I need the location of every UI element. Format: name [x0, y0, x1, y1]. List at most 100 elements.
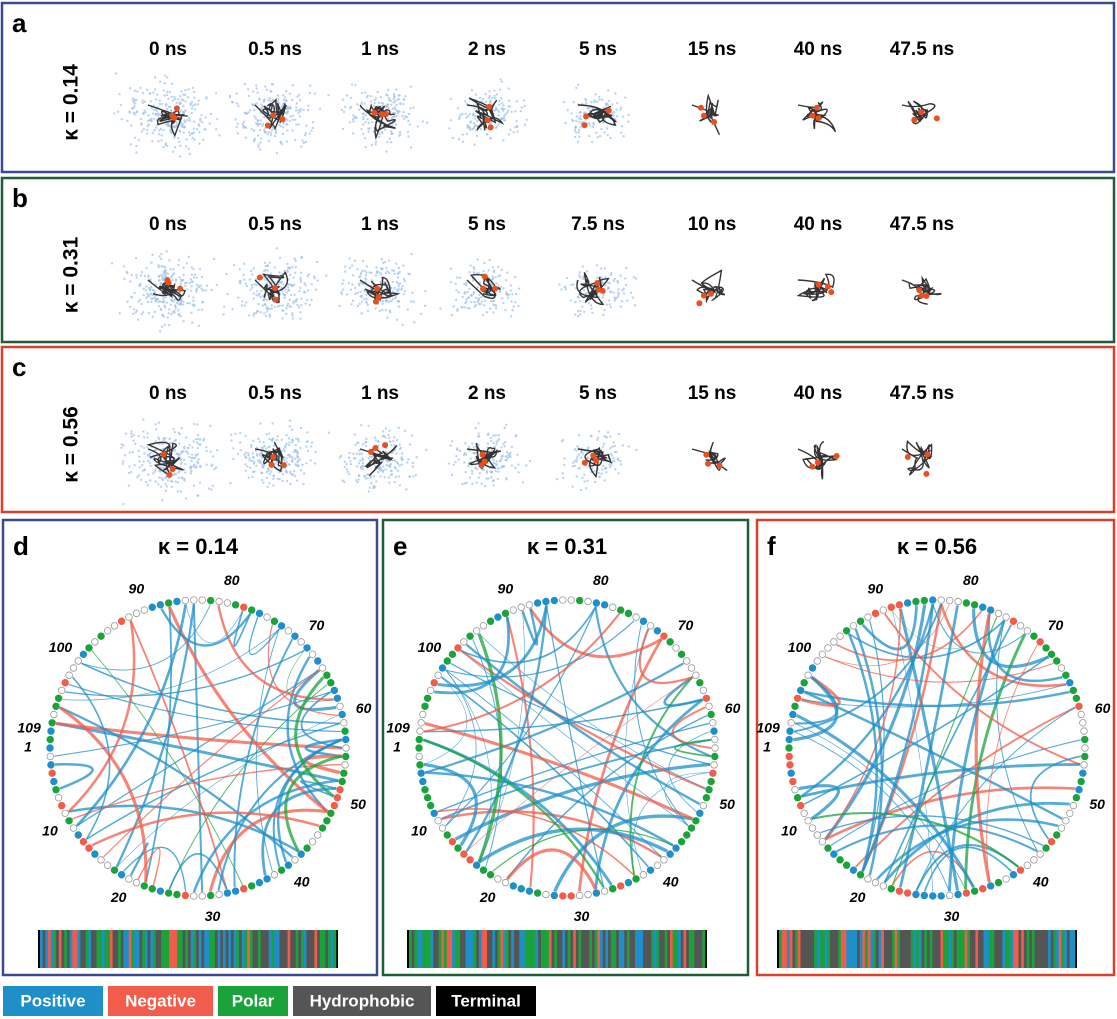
- residue-node: [304, 845, 311, 852]
- sequence-bar: [449, 930, 452, 968]
- residue-node: [1017, 623, 1024, 630]
- sequence-bar: [97, 930, 100, 968]
- residue-node: [126, 876, 133, 883]
- water: [388, 301, 390, 303]
- sequence-bar: [814, 930, 817, 968]
- residue-node: [703, 794, 710, 801]
- snapshot: [556, 430, 638, 491]
- water: [370, 100, 372, 102]
- residue-node: [58, 687, 65, 694]
- water: [256, 290, 258, 292]
- water: [472, 113, 474, 115]
- water: [180, 453, 182, 455]
- water: [136, 90, 138, 92]
- water: [407, 308, 409, 310]
- water: [237, 123, 239, 125]
- water: [471, 89, 473, 91]
- residue-node: [700, 802, 707, 809]
- water: [247, 88, 249, 90]
- water: [297, 112, 299, 114]
- water: [488, 90, 490, 92]
- residue-node: [786, 745, 793, 752]
- residue-node: [480, 867, 487, 874]
- sequence-bar: [967, 930, 970, 968]
- time-label: 15 ns: [688, 383, 737, 404]
- water: [490, 440, 492, 442]
- water: [622, 115, 624, 117]
- water: [146, 436, 148, 438]
- water: [260, 462, 262, 464]
- residue-label: 70: [678, 617, 694, 633]
- water: [180, 303, 182, 305]
- water: [497, 266, 499, 268]
- water: [407, 458, 409, 460]
- water: [178, 314, 180, 316]
- residue-node: [292, 633, 299, 640]
- residue-node: [314, 832, 321, 839]
- sequence-bar: [94, 930, 97, 968]
- sequence-bar: [997, 930, 1000, 968]
- water: [588, 135, 590, 137]
- water: [264, 304, 266, 306]
- water: [272, 437, 274, 439]
- snapshot: [558, 264, 637, 317]
- water: [229, 95, 231, 97]
- water: [307, 289, 309, 291]
- water: [285, 443, 287, 445]
- water: [218, 134, 220, 136]
- water: [190, 278, 192, 280]
- water: [155, 127, 157, 129]
- water: [163, 276, 165, 278]
- water: [122, 460, 124, 462]
- water: [471, 483, 473, 485]
- water: [300, 469, 302, 471]
- sequence-bar: [180, 930, 183, 968]
- water: [389, 309, 391, 311]
- sequence-bar: [938, 930, 941, 968]
- water: [391, 117, 393, 119]
- sequence-bar: [466, 930, 469, 968]
- sequence-bar: [1021, 930, 1024, 968]
- residue-node: [240, 885, 247, 892]
- water: [252, 452, 254, 454]
- water: [178, 259, 180, 261]
- sequence-bar: [857, 930, 860, 968]
- water: [195, 438, 197, 440]
- water: [382, 471, 384, 473]
- sequence-bar: [161, 930, 164, 968]
- sequence-bar: [643, 930, 646, 968]
- water: [172, 268, 174, 270]
- sequence-bar: [1062, 930, 1065, 968]
- water: [251, 476, 253, 478]
- residue-node: [904, 890, 911, 897]
- residue-node: [1081, 728, 1088, 735]
- water: [517, 464, 519, 466]
- sequence-bar: [838, 930, 841, 968]
- water: [192, 105, 194, 107]
- sequence-bar: [1013, 930, 1016, 968]
- water: [245, 470, 247, 472]
- sequence-bar: [500, 930, 503, 968]
- water: [157, 140, 159, 142]
- water: [259, 141, 261, 143]
- water: [412, 462, 414, 464]
- water: [262, 481, 264, 483]
- water: [495, 470, 497, 472]
- water: [392, 281, 394, 283]
- residue-node: [1058, 825, 1065, 832]
- water: [215, 128, 217, 130]
- sequence-bar: [492, 930, 495, 968]
- water: [380, 267, 382, 269]
- water: [146, 432, 148, 434]
- water: [350, 463, 352, 465]
- residue-node: [53, 703, 60, 710]
- residue-node: [473, 627, 480, 634]
- water: [348, 121, 350, 123]
- water: [285, 469, 287, 471]
- water: [158, 279, 160, 281]
- water: [140, 274, 142, 276]
- sequence-bar: [517, 930, 520, 968]
- residue-node: [865, 876, 872, 883]
- water: [362, 123, 364, 125]
- residue-node: [706, 703, 713, 710]
